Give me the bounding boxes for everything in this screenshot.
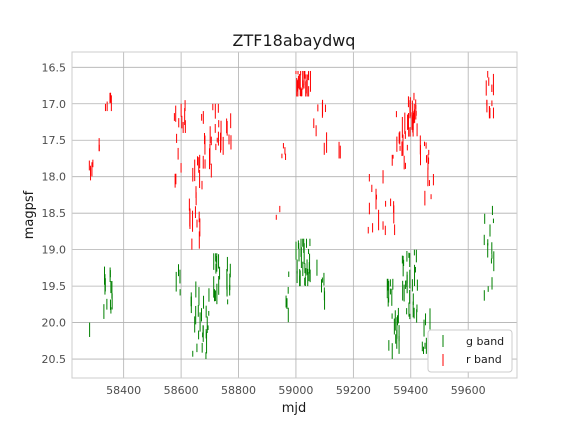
legend-g-band-label: g band: [466, 335, 504, 348]
x-tick-label: 58400: [106, 384, 141, 397]
y-tick-label: 18.5: [42, 207, 67, 220]
x-tick-label: 59400: [393, 384, 428, 397]
x-tick-labels: 58400 58600 58800 59000 59200 59400 59600: [106, 384, 486, 397]
x-tick-label: 58800: [221, 384, 256, 397]
y-tick-label: 20.5: [42, 353, 67, 366]
chart-title: ZTF18abaydwq: [233, 31, 356, 50]
y-tick-labels: 16.5 17.0 17.5 18.0 18.5 19.0 19.5 20.0 20.5: [42, 61, 67, 366]
plot-area: [72, 52, 517, 378]
y-tick-label: 17.5: [42, 134, 67, 147]
y-tick-label: 19.5: [42, 280, 67, 293]
x-axis-label: mjd: [282, 401, 307, 416]
y-axis-label: magpsf: [22, 190, 37, 239]
x-tick-label: 59200: [336, 384, 371, 397]
legend-r-band-label: r band: [466, 353, 502, 366]
y-tick-label: 20.0: [42, 317, 67, 330]
legend: g band r band: [428, 330, 512, 372]
x-tick-label: 58600: [164, 384, 199, 397]
y-tick-label: 19.0: [42, 244, 67, 257]
x-tick-label: 59600: [451, 384, 486, 397]
x-tick-label: 59000: [278, 384, 313, 397]
y-tick-label: 16.5: [42, 61, 67, 74]
y-tick-label: 18.0: [42, 171, 67, 184]
y-tick-label: 17.0: [42, 98, 67, 111]
